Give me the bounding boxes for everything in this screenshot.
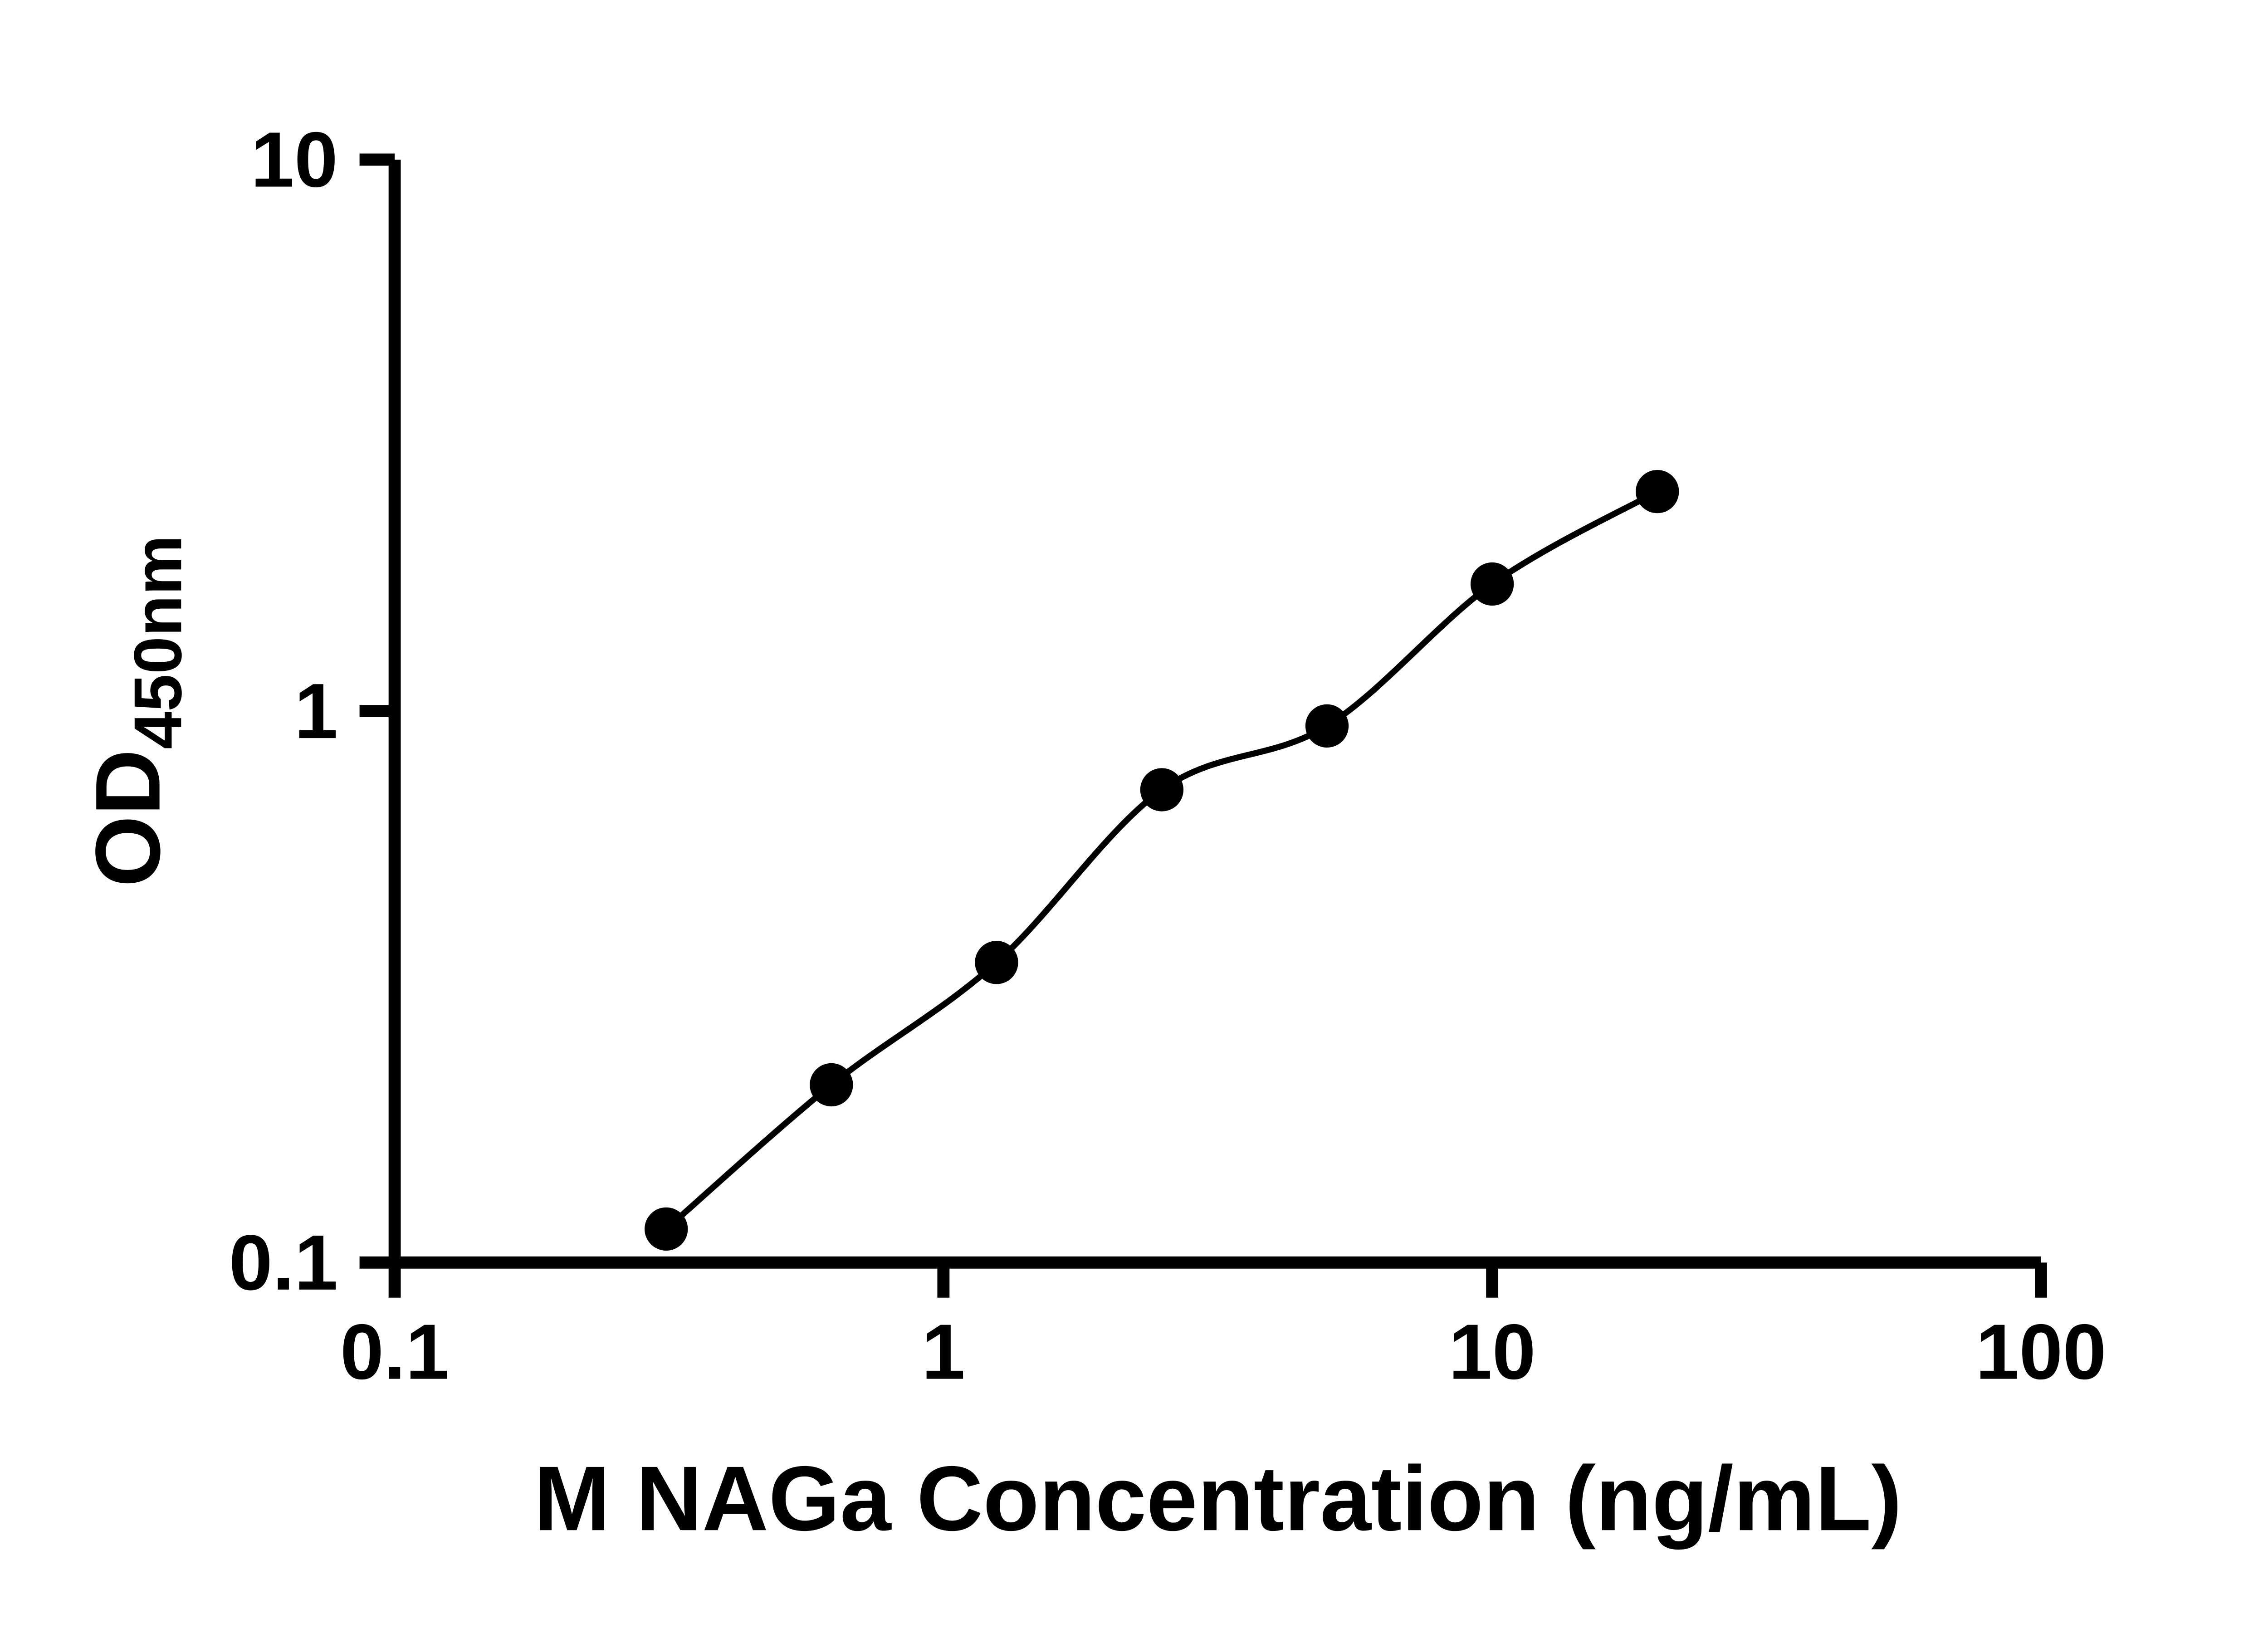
data-point <box>810 1063 853 1107</box>
x-axis-tick-label: 0.1 <box>340 1308 449 1396</box>
data-point <box>1140 768 1184 812</box>
data-point <box>1470 562 1514 606</box>
y-axis-title-subscript: 450nm <box>120 535 196 749</box>
data-point <box>645 1207 688 1251</box>
y-axis-title-main: OD <box>77 749 179 887</box>
y-axis-tick-label: 10 <box>251 116 338 203</box>
data-point <box>1636 469 1679 513</box>
axes <box>388 159 2041 1269</box>
y-axis-title: OD450nm <box>77 535 196 887</box>
fit-curve <box>664 489 1659 1232</box>
x-axis-tick-label: 100 <box>1975 1308 2106 1396</box>
x-axis-tick-label: 1 <box>922 1308 965 1396</box>
y-axis-tick-label: 0.1 <box>229 1219 338 1306</box>
data-point <box>975 941 1018 984</box>
data-point <box>1305 704 1349 748</box>
x-axis-title: M NAGa Concentration (ng/mL) <box>533 1447 1901 1550</box>
y-axis-tick-label: 1 <box>294 667 338 755</box>
x-axis-tick-label: 10 <box>1449 1308 1536 1396</box>
plot-area: 0.1 1 10 100 0.1 1 10 <box>229 116 2107 1395</box>
